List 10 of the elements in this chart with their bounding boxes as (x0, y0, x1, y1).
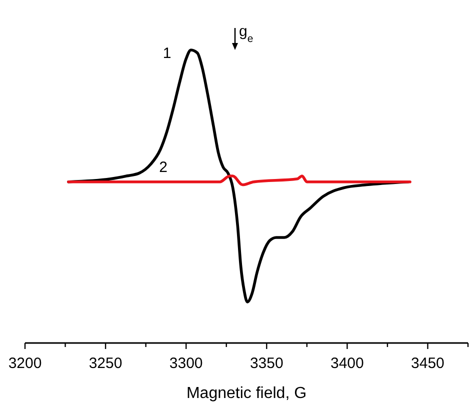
x-axis-title: Magnetic field, G (186, 385, 307, 402)
series-label: 2 (159, 158, 168, 176)
x-tick-label: 3400 (330, 355, 364, 372)
x-tick-label: 3350 (250, 355, 284, 372)
x-tick-label: 3300 (169, 355, 203, 372)
x-tick-label: 3250 (88, 355, 122, 372)
x-tick-label: 3200 (8, 355, 42, 372)
text: g$_{e}$ (239, 23, 254, 45)
x-tick-label: 3450 (411, 355, 444, 372)
series-label: 1 (162, 45, 172, 62)
